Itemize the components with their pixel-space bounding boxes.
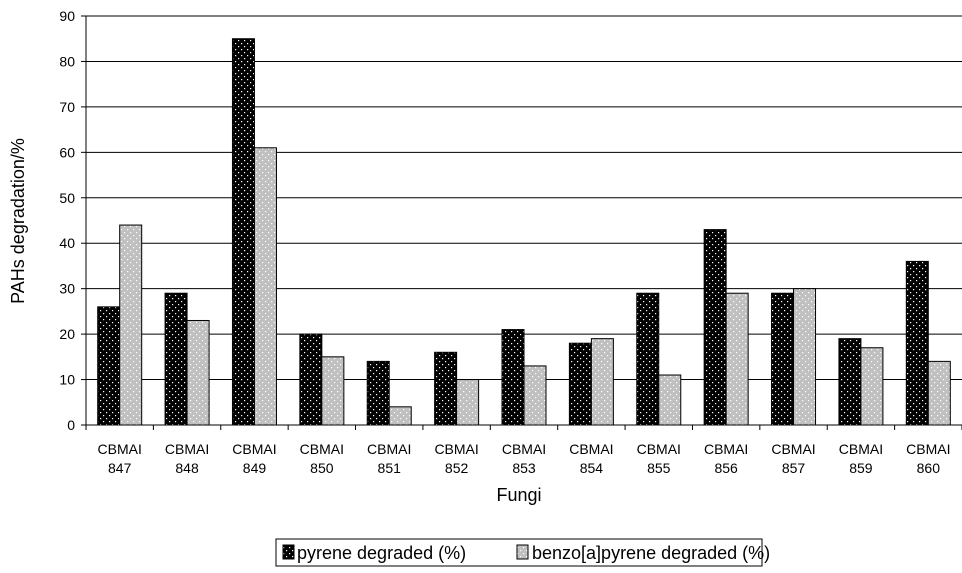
x-tick-label: CBMAI — [906, 441, 950, 457]
bar-benzopyrene-cbmai-855 — [658, 374, 682, 426]
bar-pyrene-cbmai-855 — [636, 292, 660, 426]
y-tick-label: 60 — [59, 144, 75, 160]
legend-swatch-benzopyrene — [516, 544, 529, 560]
x-tick-label: 850 — [310, 460, 334, 476]
bar-pyrene-cbmai-860 — [905, 260, 929, 426]
x-tick-label: 856 — [714, 460, 738, 476]
bar-benzopyrene-cbmai-850 — [321, 356, 345, 426]
bar-benzopyrene-cbmai-853 — [523, 365, 547, 426]
bars — [97, 38, 951, 426]
y-axis-title: PAHs degradation/% — [8, 138, 28, 304]
bar-pyrene-cbmai-859 — [838, 338, 862, 426]
bar-pyrene-cbmai-857 — [771, 292, 795, 426]
x-tick-label: CBMAI — [232, 441, 276, 457]
x-tick-label: 852 — [445, 460, 469, 476]
x-tick-label: CBMAI — [434, 441, 478, 457]
x-tick-label: CBMAI — [704, 441, 748, 457]
bar-benzopyrene-cbmai-860 — [927, 360, 951, 426]
bar-pyrene-cbmai-856 — [703, 229, 727, 426]
x-tick-label: 854 — [580, 460, 604, 476]
y-tick-label: 70 — [59, 99, 75, 115]
x-tick-label: 857 — [782, 460, 806, 476]
x-tick-label: 859 — [849, 460, 873, 476]
x-tick-label: 848 — [175, 460, 199, 476]
x-tick-label: CBMAI — [367, 441, 411, 457]
y-tick-label: 30 — [59, 281, 75, 297]
bar-benzopyrene-cbmai-859 — [860, 347, 884, 426]
y-axis-ticks: 0 10 20 30 40 50 60 70 80 90 — [59, 8, 86, 433]
bar-pyrene-cbmai-854 — [568, 342, 592, 426]
x-axis-ticks: CBMAI 847 CBMAI 848 CBMAI 849 CBMAI 850 CBMAI 851… — [85, 425, 962, 476]
bar-pyrene-cbmai-851 — [366, 360, 390, 426]
x-tick-label: CBMAI — [569, 441, 613, 457]
x-tick-label: CBMAI — [165, 441, 209, 457]
x-tick-label: CBMAI — [502, 441, 546, 457]
x-tick-label: 847 — [108, 460, 132, 476]
bar-benzopyrene-cbmai-857 — [793, 288, 817, 426]
y-tick-label: 40 — [59, 235, 75, 251]
x-tick-label: 860 — [917, 460, 941, 476]
legend: pyrene degraded (%) benzo[a]pyrene degra… — [275, 538, 770, 567]
x-tick-label: CBMAI — [771, 441, 815, 457]
legend-swatch-pyrene — [282, 544, 295, 560]
x-tick-label: CBMAI — [637, 441, 681, 457]
bar-benzopyrene-cbmai-848 — [186, 319, 210, 426]
y-tick-label: 50 — [59, 190, 75, 206]
x-tick-label: 849 — [243, 460, 267, 476]
bar-pyrene-cbmai-850 — [299, 333, 323, 426]
bar-pyrene-cbmai-853 — [501, 329, 525, 426]
x-tick-label: 851 — [378, 460, 402, 476]
bar-pyrene-cbmai-847 — [97, 306, 121, 426]
bar-benzopyrene-cbmai-856 — [725, 292, 749, 426]
gridlines — [86, 15, 962, 381]
x-tick-label: 855 — [647, 460, 671, 476]
bar-benzopyrene-cbmai-852 — [456, 379, 480, 426]
y-tick-label: 90 — [59, 8, 75, 24]
bar-pyrene-cbmai-852 — [434, 351, 458, 426]
legend-label-benzopyrene: benzo[a]pyrene degraded (%) — [532, 543, 770, 563]
y-tick-label: 0 — [67, 417, 75, 433]
y-tick-label: 10 — [59, 372, 75, 388]
bar-benzopyrene-cbmai-847 — [119, 224, 143, 426]
y-tick-label: 20 — [59, 326, 75, 342]
x-axis-title: Fungi — [496, 485, 541, 505]
bar-benzopyrene-cbmai-851 — [388, 406, 412, 426]
x-tick-label: CBMAI — [98, 441, 142, 457]
x-tick-label: CBMAI — [300, 441, 344, 457]
bar-benzopyrene-cbmai-849 — [253, 147, 277, 426]
axes — [85, 16, 962, 426]
bar-benzopyrene-cbmai-854 — [590, 338, 614, 426]
legend-label-pyrene: pyrene degraded (%) — [297, 543, 466, 563]
bar-pyrene-cbmai-849 — [231, 38, 255, 426]
x-tick-label: 853 — [512, 460, 536, 476]
y-tick-label: 80 — [59, 53, 75, 69]
x-tick-label: CBMAI — [839, 441, 883, 457]
bar-pyrene-cbmai-848 — [164, 292, 188, 426]
